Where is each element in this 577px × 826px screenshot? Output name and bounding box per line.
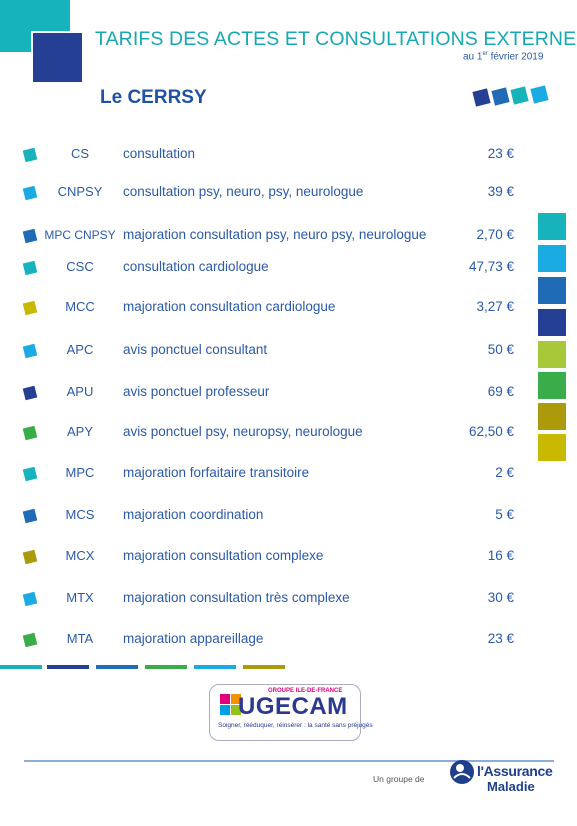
tariff-code: MPC — [65, 465, 95, 480]
tariff-row: CSC consultation cardiologue 47,73 € — [0, 258, 577, 280]
row-bullet-square — [22, 300, 38, 316]
tariff-row: CNPSY consultation psy, neuro, psy, neuro… — [0, 183, 577, 205]
color-stripe — [96, 665, 138, 669]
logo-group-label: GROUPE ILE-DE-FRANCE — [268, 688, 343, 694]
tariff-code: CNPSY — [57, 184, 103, 199]
side-color-block — [538, 213, 566, 240]
row-bullet-square — [22, 549, 38, 565]
tariff-label: avis ponctuel professeur — [123, 384, 270, 399]
tariff-label: majoration appareillage — [123, 631, 264, 646]
section-title: Le CERRSY — [100, 87, 207, 108]
side-color-block — [538, 309, 566, 336]
footer-group-text: Un groupe de — [373, 774, 425, 784]
tariff-code: APY — [66, 424, 93, 439]
tariff-code: MCX — [65, 548, 95, 563]
color-stripe — [47, 665, 89, 669]
tariff-label: majoration consultation très complexe — [123, 590, 350, 605]
color-stripe — [243, 665, 285, 669]
logo-name: UGECAM — [238, 693, 348, 720]
tariff-label: consultation cardiologue — [123, 259, 269, 274]
brand-name-line2: Maladie — [487, 779, 535, 794]
row-bullet-square — [22, 425, 38, 441]
tariff-label: avis ponctuel consultant — [123, 342, 268, 357]
tariff-label: majoration consultation complexe — [123, 548, 324, 563]
tariff-code: APC — [66, 342, 94, 357]
tariff-label: consultation psy, neuro, psy, neurologue — [123, 184, 364, 199]
logo-tagline: Soigner, rééduquer, réinsérer : la santé… — [218, 722, 373, 729]
tariff-price: 2 € — [495, 465, 514, 480]
color-stripe — [0, 665, 42, 669]
side-color-block — [538, 403, 566, 430]
deco-square — [530, 85, 549, 104]
tariff-row: APU avis ponctuel professeur 69 € — [0, 383, 577, 405]
row-bullet-square — [22, 591, 38, 607]
tariff-row: MPC majoration forfaitaire transitoire 2 € — [0, 464, 577, 486]
tariff-price: 39 € — [487, 184, 514, 199]
ugecam-logo: GROUPE ILE-DE-FRANCE UGECAM Soigner, réé… — [209, 684, 373, 741]
tariff-code: CS — [70, 146, 90, 161]
row-bullet-square — [22, 147, 38, 163]
color-stripe — [145, 665, 187, 669]
tariff-price: 23 € — [487, 146, 514, 161]
footer-divider — [24, 760, 554, 762]
row-bullet-square — [22, 632, 38, 648]
tariff-row: MTX majoration consultation très complexe… — [0, 589, 577, 611]
tariff-label: majoration consultation psy, neuro psy, … — [123, 227, 427, 242]
side-color-block — [538, 245, 566, 272]
tariff-price: 3,27 € — [476, 299, 514, 314]
tariff-row: MCX majoration consultation complexe 16 € — [0, 547, 577, 569]
tariff-code: APU — [66, 384, 94, 399]
tariff-row: MPC CNPSY majoration consultation psy, ne… — [0, 226, 577, 248]
tariff-code: MTA — [66, 631, 94, 646]
tariff-row: MTA majoration appareillage 23 € — [0, 630, 577, 652]
tariff-price: 62,50 € — [468, 424, 514, 439]
tariff-price: 47,73 € — [468, 259, 514, 274]
tariff-code: CSC — [66, 259, 94, 274]
deco-square — [510, 86, 529, 105]
tariff-price: 2,70 € — [476, 227, 514, 242]
row-bullet-square — [22, 343, 38, 359]
tariff-row: MCC majoration consultation cardiologue 3,… — [0, 298, 577, 320]
tariff-label: majoration coordination — [123, 507, 264, 522]
tariff-row: CS consultation 23 € — [0, 145, 577, 167]
brand-name: l'Assurance — [477, 763, 553, 779]
tariff-price: 50 € — [487, 342, 514, 357]
deco-square — [472, 88, 491, 107]
side-color-block — [538, 372, 566, 399]
row-bullet-square — [22, 228, 38, 244]
row-bullet-square — [22, 466, 38, 482]
tariff-price: 30 € — [487, 590, 514, 605]
date-caption: au 1er février 2019 — [463, 51, 544, 63]
tariff-code: MCC — [65, 299, 95, 314]
tariff-price: 16 € — [487, 548, 514, 563]
tariff-price: 5 € — [495, 507, 514, 522]
side-color-block — [538, 434, 566, 461]
row-bullet-square — [22, 185, 38, 201]
assurance-maladie-logo-icon — [450, 760, 474, 784]
side-color-block — [538, 341, 566, 368]
tariff-label: majoration consultation cardiologue — [123, 299, 336, 314]
tariff-row: MCS majoration coordination 5 € — [0, 506, 577, 528]
tariff-code: MTX — [66, 590, 94, 605]
tariff-price: 69 € — [487, 384, 514, 399]
deco-square — [491, 87, 510, 106]
tariff-label: majoration forfaitaire transitoire — [123, 465, 310, 480]
page-title: TARIFS DES ACTES ET CONSULTATIONS EXTERN… — [95, 28, 577, 50]
corner-square-navy — [31, 31, 82, 82]
tariff-price: 23 € — [487, 631, 514, 646]
tariff-row: APC avis ponctuel consultant 50 € — [0, 341, 577, 363]
color-stripe — [194, 665, 236, 669]
tariff-code: MCS — [65, 507, 95, 522]
tariff-row: APY avis ponctuel psy, neuropsy, neurolog… — [0, 423, 577, 445]
row-bullet-square — [22, 260, 38, 276]
ugecam-mark-icon — [220, 694, 241, 715]
row-bullet-square — [22, 385, 38, 401]
tariff-code: MPC CNPSY — [44, 228, 116, 242]
tariff-label: consultation — [123, 146, 196, 161]
row-bullet-square — [22, 508, 38, 524]
side-color-block — [538, 277, 566, 304]
tariff-label: avis ponctuel psy, neuropsy, neurologue — [123, 424, 363, 439]
